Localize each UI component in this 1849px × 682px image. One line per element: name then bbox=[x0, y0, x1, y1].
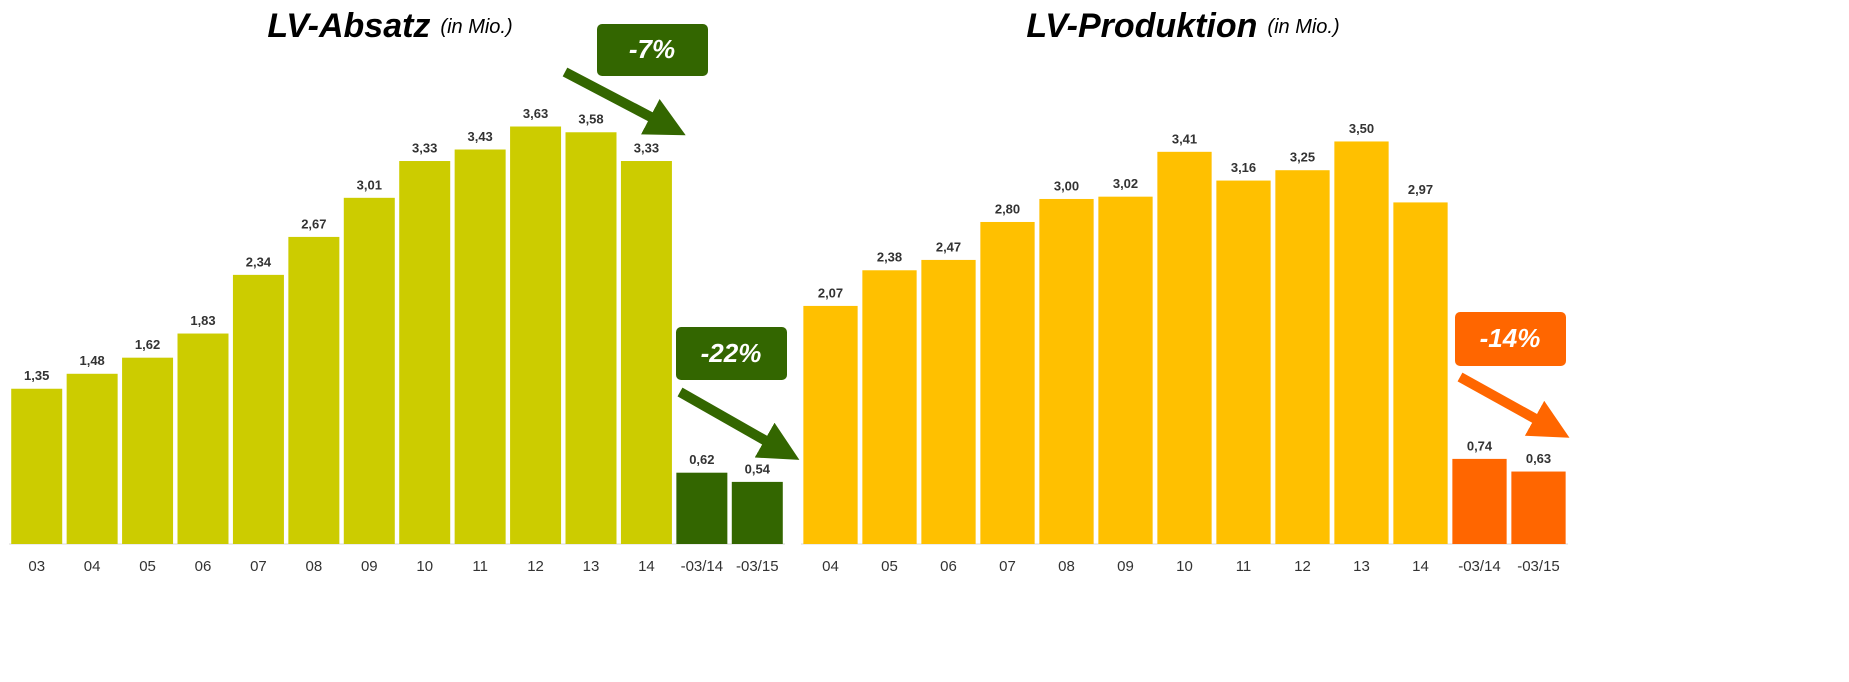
value-label: 3,02 bbox=[1113, 176, 1138, 191]
x-tick-label: 14 bbox=[1412, 558, 1429, 575]
bar bbox=[66, 373, 118, 544]
chart-title: LV-Produktion (in Mio.) bbox=[1026, 7, 1339, 45]
bar bbox=[1393, 202, 1448, 544]
bar bbox=[399, 161, 451, 544]
bar bbox=[11, 388, 63, 544]
value-label: 3,43 bbox=[467, 129, 492, 144]
value-label: 2,47 bbox=[936, 239, 961, 254]
bar bbox=[676, 472, 728, 544]
annotation-box bbox=[1455, 312, 1566, 366]
annotation: -14% bbox=[1480, 323, 1541, 353]
value-label: 3,25 bbox=[1290, 150, 1315, 165]
x-tick-label: 11 bbox=[1236, 558, 1252, 575]
bar bbox=[1157, 151, 1212, 544]
value-label: 3,33 bbox=[634, 140, 659, 155]
bar bbox=[731, 481, 783, 544]
x-tick-label: 08 bbox=[306, 558, 323, 575]
bar bbox=[620, 161, 672, 544]
bar bbox=[122, 357, 174, 544]
subtitle: (in Mio.) bbox=[1267, 16, 1339, 38]
x-tick-label: 05 bbox=[881, 558, 898, 575]
value-label: 2,67 bbox=[301, 216, 326, 231]
value-label: 3,16 bbox=[1231, 160, 1256, 175]
title: LV-Absatz bbox=[267, 7, 430, 45]
annotation-box bbox=[597, 24, 708, 76]
value-label: 1,62 bbox=[135, 337, 160, 352]
chart-title: LV-Absatz (in Mio.) bbox=[267, 7, 512, 45]
arrow bbox=[677, 387, 800, 460]
x-tick-label: 07 bbox=[999, 558, 1016, 575]
value-label: 1,48 bbox=[79, 353, 104, 368]
x-tick-label: 13 bbox=[583, 558, 600, 575]
x-tick-label: 14 bbox=[638, 558, 655, 575]
bar bbox=[862, 270, 917, 544]
arrow bbox=[562, 67, 686, 136]
title: LV-Produktion bbox=[1026, 7, 1257, 45]
x-tick-label: 07 bbox=[250, 558, 267, 575]
x-tick-label: 12 bbox=[527, 558, 544, 575]
bar bbox=[343, 197, 395, 544]
bar bbox=[1452, 458, 1507, 544]
annotation: -22% bbox=[701, 338, 762, 368]
value-label: 3,63 bbox=[523, 106, 548, 121]
x-tick-label: 08 bbox=[1058, 558, 1075, 575]
value-label: 3,01 bbox=[357, 177, 382, 192]
bar bbox=[803, 305, 858, 544]
x-tick-label: 04 bbox=[822, 558, 839, 575]
bar bbox=[1098, 196, 1153, 544]
x-tick-label: 09 bbox=[1117, 558, 1134, 575]
bar bbox=[1511, 471, 1566, 544]
x-tick-label: -03/15 bbox=[1517, 558, 1560, 575]
x-tick-label: 03 bbox=[28, 558, 45, 575]
x-tick-label: 05 bbox=[139, 558, 156, 575]
bar bbox=[921, 259, 976, 544]
annotation-box bbox=[676, 327, 787, 380]
value-label: 3,33 bbox=[412, 140, 437, 155]
x-tick-label: -03/14 bbox=[1458, 558, 1501, 575]
x-tick-label: 04 bbox=[84, 558, 101, 575]
value-label: 0,63 bbox=[1526, 451, 1551, 466]
bar bbox=[565, 132, 617, 545]
bar bbox=[454, 149, 506, 545]
annotation: -7% bbox=[629, 34, 675, 64]
x-tick-label: 10 bbox=[1176, 558, 1193, 575]
value-label: 0,54 bbox=[745, 461, 771, 476]
bar bbox=[1275, 170, 1330, 544]
value-label: 3,50 bbox=[1349, 121, 1374, 136]
bar bbox=[1216, 180, 1271, 544]
x-tick-label: -03/14 bbox=[681, 558, 724, 575]
x-tick-label: 06 bbox=[940, 558, 957, 575]
bar bbox=[1039, 198, 1094, 544]
x-tick-label: 10 bbox=[416, 558, 433, 575]
value-label: 2,34 bbox=[246, 254, 272, 269]
x-tick-label: 09 bbox=[361, 558, 378, 575]
bar bbox=[232, 274, 284, 544]
value-label: 2,97 bbox=[1408, 182, 1433, 197]
bar bbox=[177, 333, 229, 544]
x-tick-label: 13 bbox=[1353, 558, 1370, 575]
bar bbox=[980, 221, 1035, 544]
value-label: 3,41 bbox=[1172, 131, 1197, 146]
x-tick-label: 12 bbox=[1294, 558, 1311, 575]
value-label: 1,83 bbox=[190, 313, 215, 328]
bar bbox=[510, 126, 562, 544]
x-tick-label: -03/15 bbox=[736, 558, 779, 575]
bar bbox=[1334, 141, 1389, 544]
value-label: 2,38 bbox=[877, 250, 902, 265]
value-label: 1,35 bbox=[24, 368, 49, 383]
value-label: 0,74 bbox=[1467, 438, 1493, 453]
subtitle: (in Mio.) bbox=[440, 16, 512, 38]
value-label: 0,62 bbox=[689, 452, 714, 467]
bar bbox=[288, 236, 340, 545]
value-label: 2,07 bbox=[818, 285, 843, 300]
value-label: 3,58 bbox=[578, 112, 603, 127]
x-tick-label: 11 bbox=[472, 558, 488, 575]
value-label: 2,80 bbox=[995, 201, 1020, 216]
value-label: 3,00 bbox=[1054, 178, 1079, 193]
arrow bbox=[1457, 372, 1570, 438]
x-tick-label: 06 bbox=[195, 558, 212, 575]
